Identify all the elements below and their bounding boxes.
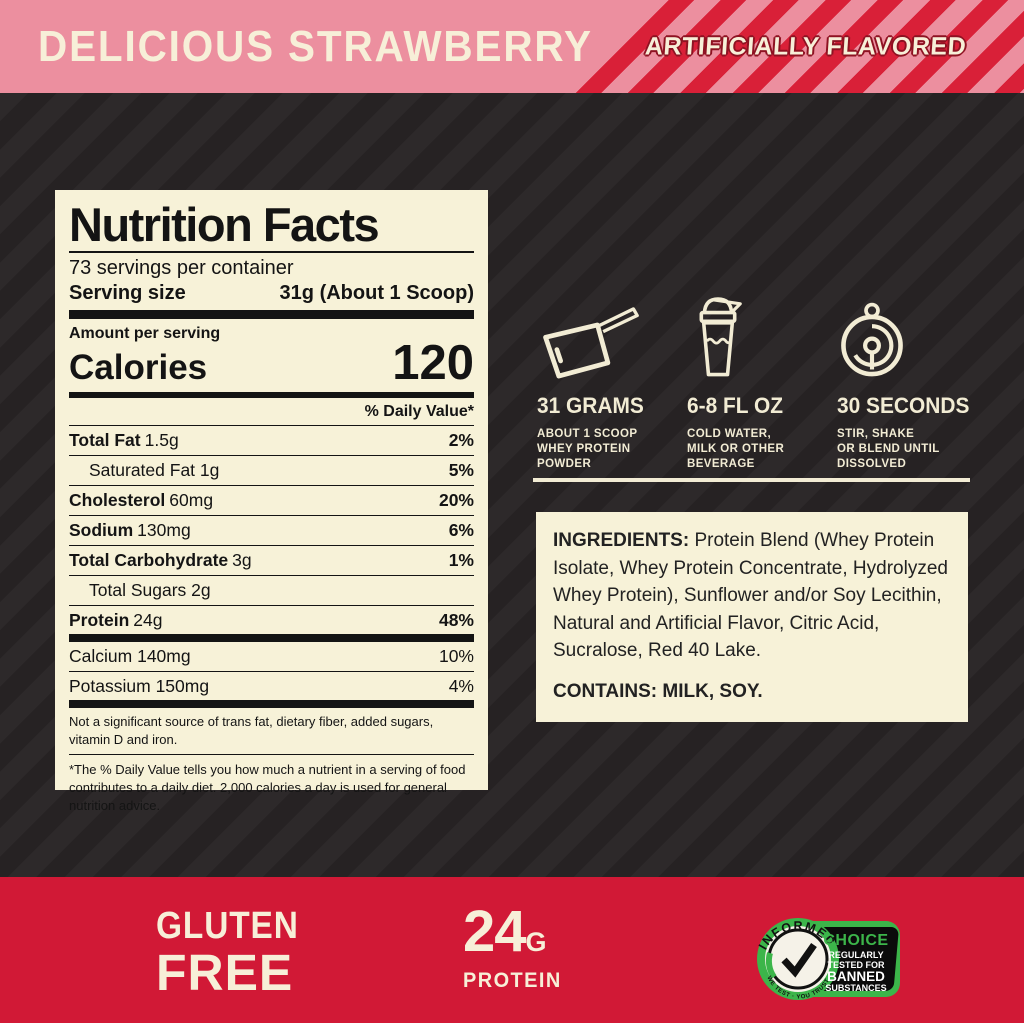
- nutrient-row-total-carbohydrate: Total Carbohydrate 3g 1%: [69, 546, 474, 577]
- nutrient-amount: 150mg: [155, 676, 210, 697]
- nutrient-amount: 24g: [133, 610, 163, 631]
- mixing-directions: 31 GRAMS ABOUT 1 SCOOP WHEY PROTEIN POWD…: [537, 285, 987, 472]
- nutrient-dv: 1%: [448, 550, 474, 571]
- scoop-icon: [537, 285, 687, 381]
- flavor-banner: DELICIOUS STRAWBERRY ARTIFICIALLY FLAVOR…: [0, 0, 1024, 93]
- nutrient-amount: 1g: [199, 460, 220, 481]
- divider-medium: [69, 392, 474, 399]
- footer-banner: GLUTEN FREE 24G PROTEIN INFORMED: [0, 877, 1024, 1023]
- horizontal-divider: [533, 478, 970, 482]
- nutrient-row-sodium: Sodium 130mg 6%: [69, 516, 474, 547]
- nutrient-dv: 2%: [448, 430, 474, 451]
- nutrient-name: Sodium: [69, 520, 134, 541]
- nutrient-row-calcium: Calcium 140mg 10%: [69, 642, 474, 673]
- calories-label: Calories: [69, 348, 208, 388]
- svg-text:BANNED: BANNED: [827, 969, 885, 984]
- ingredients-box: INGREDIENTS: Protein Blend (Whey Protein…: [536, 512, 968, 723]
- gluten-free-callout: GLUTEN FREE: [156, 905, 299, 1001]
- nutrient-dv: 20%: [438, 490, 474, 511]
- nutrient-row-total-fat: Total Fat 1.5g 2%: [69, 426, 474, 457]
- calories-value: 120: [392, 336, 474, 391]
- not-significant-note: Not a significant source of trans fat, d…: [69, 708, 474, 756]
- divider-thick: [69, 310, 474, 320]
- serving-size-label: Serving size: [69, 282, 186, 305]
- serving-size-row: Serving size 31g (About 1 Scoop): [69, 281, 474, 310]
- direction-step-shaker: 6-8 FL OZ COLD WATER, MILK OR OTHER BEVE…: [687, 285, 837, 472]
- protein-callout: 24G PROTEIN: [463, 903, 567, 992]
- shaker-icon: [687, 285, 837, 381]
- direction-detail: COLD WATER, MILK OR OTHER BEVERAGE: [687, 428, 785, 470]
- svg-text:TESTED FOR: TESTED FOR: [827, 960, 885, 970]
- direction-step-scoop: 31 GRAMS ABOUT 1 SCOOP WHEY PROTEIN POWD…: [537, 285, 687, 472]
- nutrient-amount: 2g: [191, 580, 211, 601]
- nutrition-facts-panel: Nutrition Facts 73 servings per containe…: [55, 190, 488, 813]
- contains-statement: CONTAINS: MILK, SOY.: [553, 680, 763, 702]
- nutrition-facts-title: Nutrition Facts: [69, 200, 474, 254]
- nutrient-row-protein: Protein 24g 48%: [69, 606, 474, 635]
- flavor-name: DELICIOUS STRAWBERRY: [38, 21, 593, 71]
- artificially-flavored-note: ARTIFICIALLY FLAVORED: [643, 32, 968, 60]
- nutrient-amount: 140mg: [137, 646, 191, 667]
- informed-choice-badge: INFORMED WE TEST · YOU TRUST CHOICE REGU…: [754, 916, 902, 1007]
- timer-icon: [837, 285, 987, 381]
- label-body: Nutrition Facts 73 servings per containe…: [0, 93, 1024, 877]
- nutrient-row-saturated-fat: Saturated Fat 1g 5%: [69, 456, 474, 487]
- daily-value-footnote: *The % Daily Value tells you how much a …: [69, 762, 466, 813]
- nutrient-name: Protein: [69, 610, 130, 631]
- nutrient-name: Cholesterol: [69, 490, 166, 511]
- nutrient-name: Calcium: [69, 646, 133, 667]
- nutrient-amount: 3g: [232, 550, 252, 571]
- nutrient-dv: 6%: [448, 520, 474, 541]
- nutrient-dv: 4%: [448, 676, 474, 697]
- nutrient-name: Total Carbohydrate: [69, 550, 229, 571]
- nutrient-row-potassium: Potassium 150mg 4%: [69, 672, 474, 701]
- nutrient-amount: 60mg: [169, 490, 214, 511]
- divider-thick: [69, 634, 474, 643]
- nutrient-dv: 5%: [448, 460, 474, 481]
- nutrient-dv: 10%: [438, 646, 474, 667]
- direction-step-timer: 30 SECONDS STIR, SHAKE OR BLEND UNTIL DI…: [837, 285, 987, 472]
- divider-thick: [69, 700, 474, 709]
- svg-text:SUBSTANCES: SUBSTANCES: [825, 983, 886, 993]
- direction-detail: STIR, SHAKE OR BLEND UNTIL DISSOLVED: [837, 428, 940, 470]
- nutrient-amount: 1.5g: [144, 430, 179, 451]
- direction-title: 30 SECONDS: [837, 393, 970, 418]
- nutrient-dv: 48%: [438, 610, 474, 631]
- amount-per-serving-label: Amount per serving: [69, 325, 221, 343]
- nutrient-name: Total Fat: [69, 430, 141, 451]
- daily-value-header: % Daily Value*: [69, 398, 474, 427]
- ingredients-text: INGREDIENTS: Protein Blend (Whey Protein…: [553, 530, 948, 662]
- nutrient-row-total-sugars: Total Sugars 2g: [69, 576, 474, 607]
- nutrient-amount: 130mg: [137, 520, 191, 541]
- servings-per-container: 73 servings per container: [69, 257, 294, 280]
- protein-label: PROTEIN: [463, 969, 562, 992]
- protein-unit: G: [525, 927, 547, 957]
- calories-row: Calories 120: [69, 336, 474, 392]
- svg-text:REGULARLY: REGULARLY: [828, 950, 883, 960]
- serving-size-value: 31g (About 1 Scoop): [279, 282, 474, 305]
- protein-amount: 24: [463, 899, 527, 964]
- nutrient-name: Saturated Fat: [89, 460, 196, 481]
- direction-title: 6-8 FL OZ: [687, 393, 784, 418]
- nutrient-row-cholesterol: Cholesterol 60mg 20%: [69, 486, 474, 517]
- ingredients-label: INGREDIENTS:: [553, 530, 690, 551]
- nutrient-name: Total Sugars: [89, 580, 187, 601]
- badge-choice-text: CHOICE: [823, 932, 888, 949]
- nutrient-name: Potassium: [69, 676, 151, 697]
- direction-title: 31 GRAMS: [537, 393, 644, 418]
- direction-detail: ABOUT 1 SCOOP WHEY PROTEIN POWDER: [537, 428, 638, 470]
